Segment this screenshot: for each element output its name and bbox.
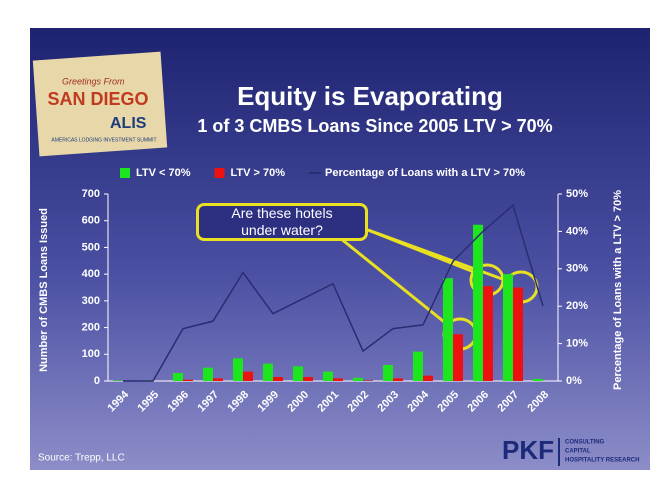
bar [503,274,513,381]
y-tick-label: 600 [82,215,100,227]
event-full: AMERICAS LODGING INVESTMENT SUMMIT [51,137,156,143]
legend-label: LTV < 70% [136,167,191,179]
y-tick-label: 700 [82,188,100,200]
annotation: Are these hotels under water? [196,203,368,241]
pkf-logo: PKF CONSULTING CAPITAL HOSPITALITY RESEA… [502,435,639,466]
bar [483,286,493,381]
y-tick-label: 400 [82,268,100,280]
bar [363,380,373,381]
chart-title: Equity is Evaporating [237,81,503,111]
bar [443,278,453,381]
line [123,203,544,382]
bar [243,371,253,381]
bar [183,379,193,381]
y2-tick-label: 40% [566,225,588,237]
y2-tick-label: 0% [566,375,582,387]
legend-swatch [214,168,225,178]
bar [413,351,423,381]
firm-line: HOSPITALITY RESEARCH [565,458,639,464]
greeting: Greetings From [62,76,125,86]
bar [333,378,343,381]
firm-line: CONSULTING [565,440,605,446]
bar [323,371,333,381]
bar [203,367,213,381]
legend-swatch [120,168,130,178]
bar [233,358,243,381]
y-tick-label: 100 [82,348,100,360]
bar [353,377,363,381]
chart-subtitle: 1 of 3 CMBS Loans Since 2005 LTV > 70% [197,116,552,136]
bar [303,376,313,381]
firm: PKF [502,435,554,465]
legend-label: Percentage of Loans with a LTV > 70% [325,167,525,179]
bar [263,363,273,381]
bar [213,378,223,381]
bar [293,366,303,381]
y2-tick-label: 30% [566,263,588,275]
y-tick-label: 200 [82,321,100,333]
source: Source: Trepp, LLC [38,453,125,464]
postcard: Greetings From SAN DIEGO ALIS AMERICAS L… [32,51,168,157]
y-tick-label: 500 [82,241,100,253]
bar [423,375,433,381]
y-axis-label: Number of CMBS Loans Issued [38,208,50,372]
y2-axis-label: Percentage of Loans with a LTV > 70% [612,190,624,390]
bar [113,380,123,381]
bar [453,334,463,381]
bar [173,372,183,381]
y2-tick-label: 20% [566,300,588,312]
bar [383,364,393,381]
firm-line: CAPITAL [565,449,591,455]
legend-label: LTV > 70% [231,167,286,179]
bar [273,376,283,381]
bar [533,378,543,381]
y-tick-label: 300 [82,295,100,307]
bar [473,224,483,381]
y-tick-label: 0 [94,375,100,387]
bar [513,287,523,381]
event: ALIS [110,115,147,132]
y2-tick-label: 50% [566,188,588,200]
city: SAN DIEGO [47,89,148,109]
y2-tick-label: 10% [566,338,588,350]
bar [393,378,403,381]
